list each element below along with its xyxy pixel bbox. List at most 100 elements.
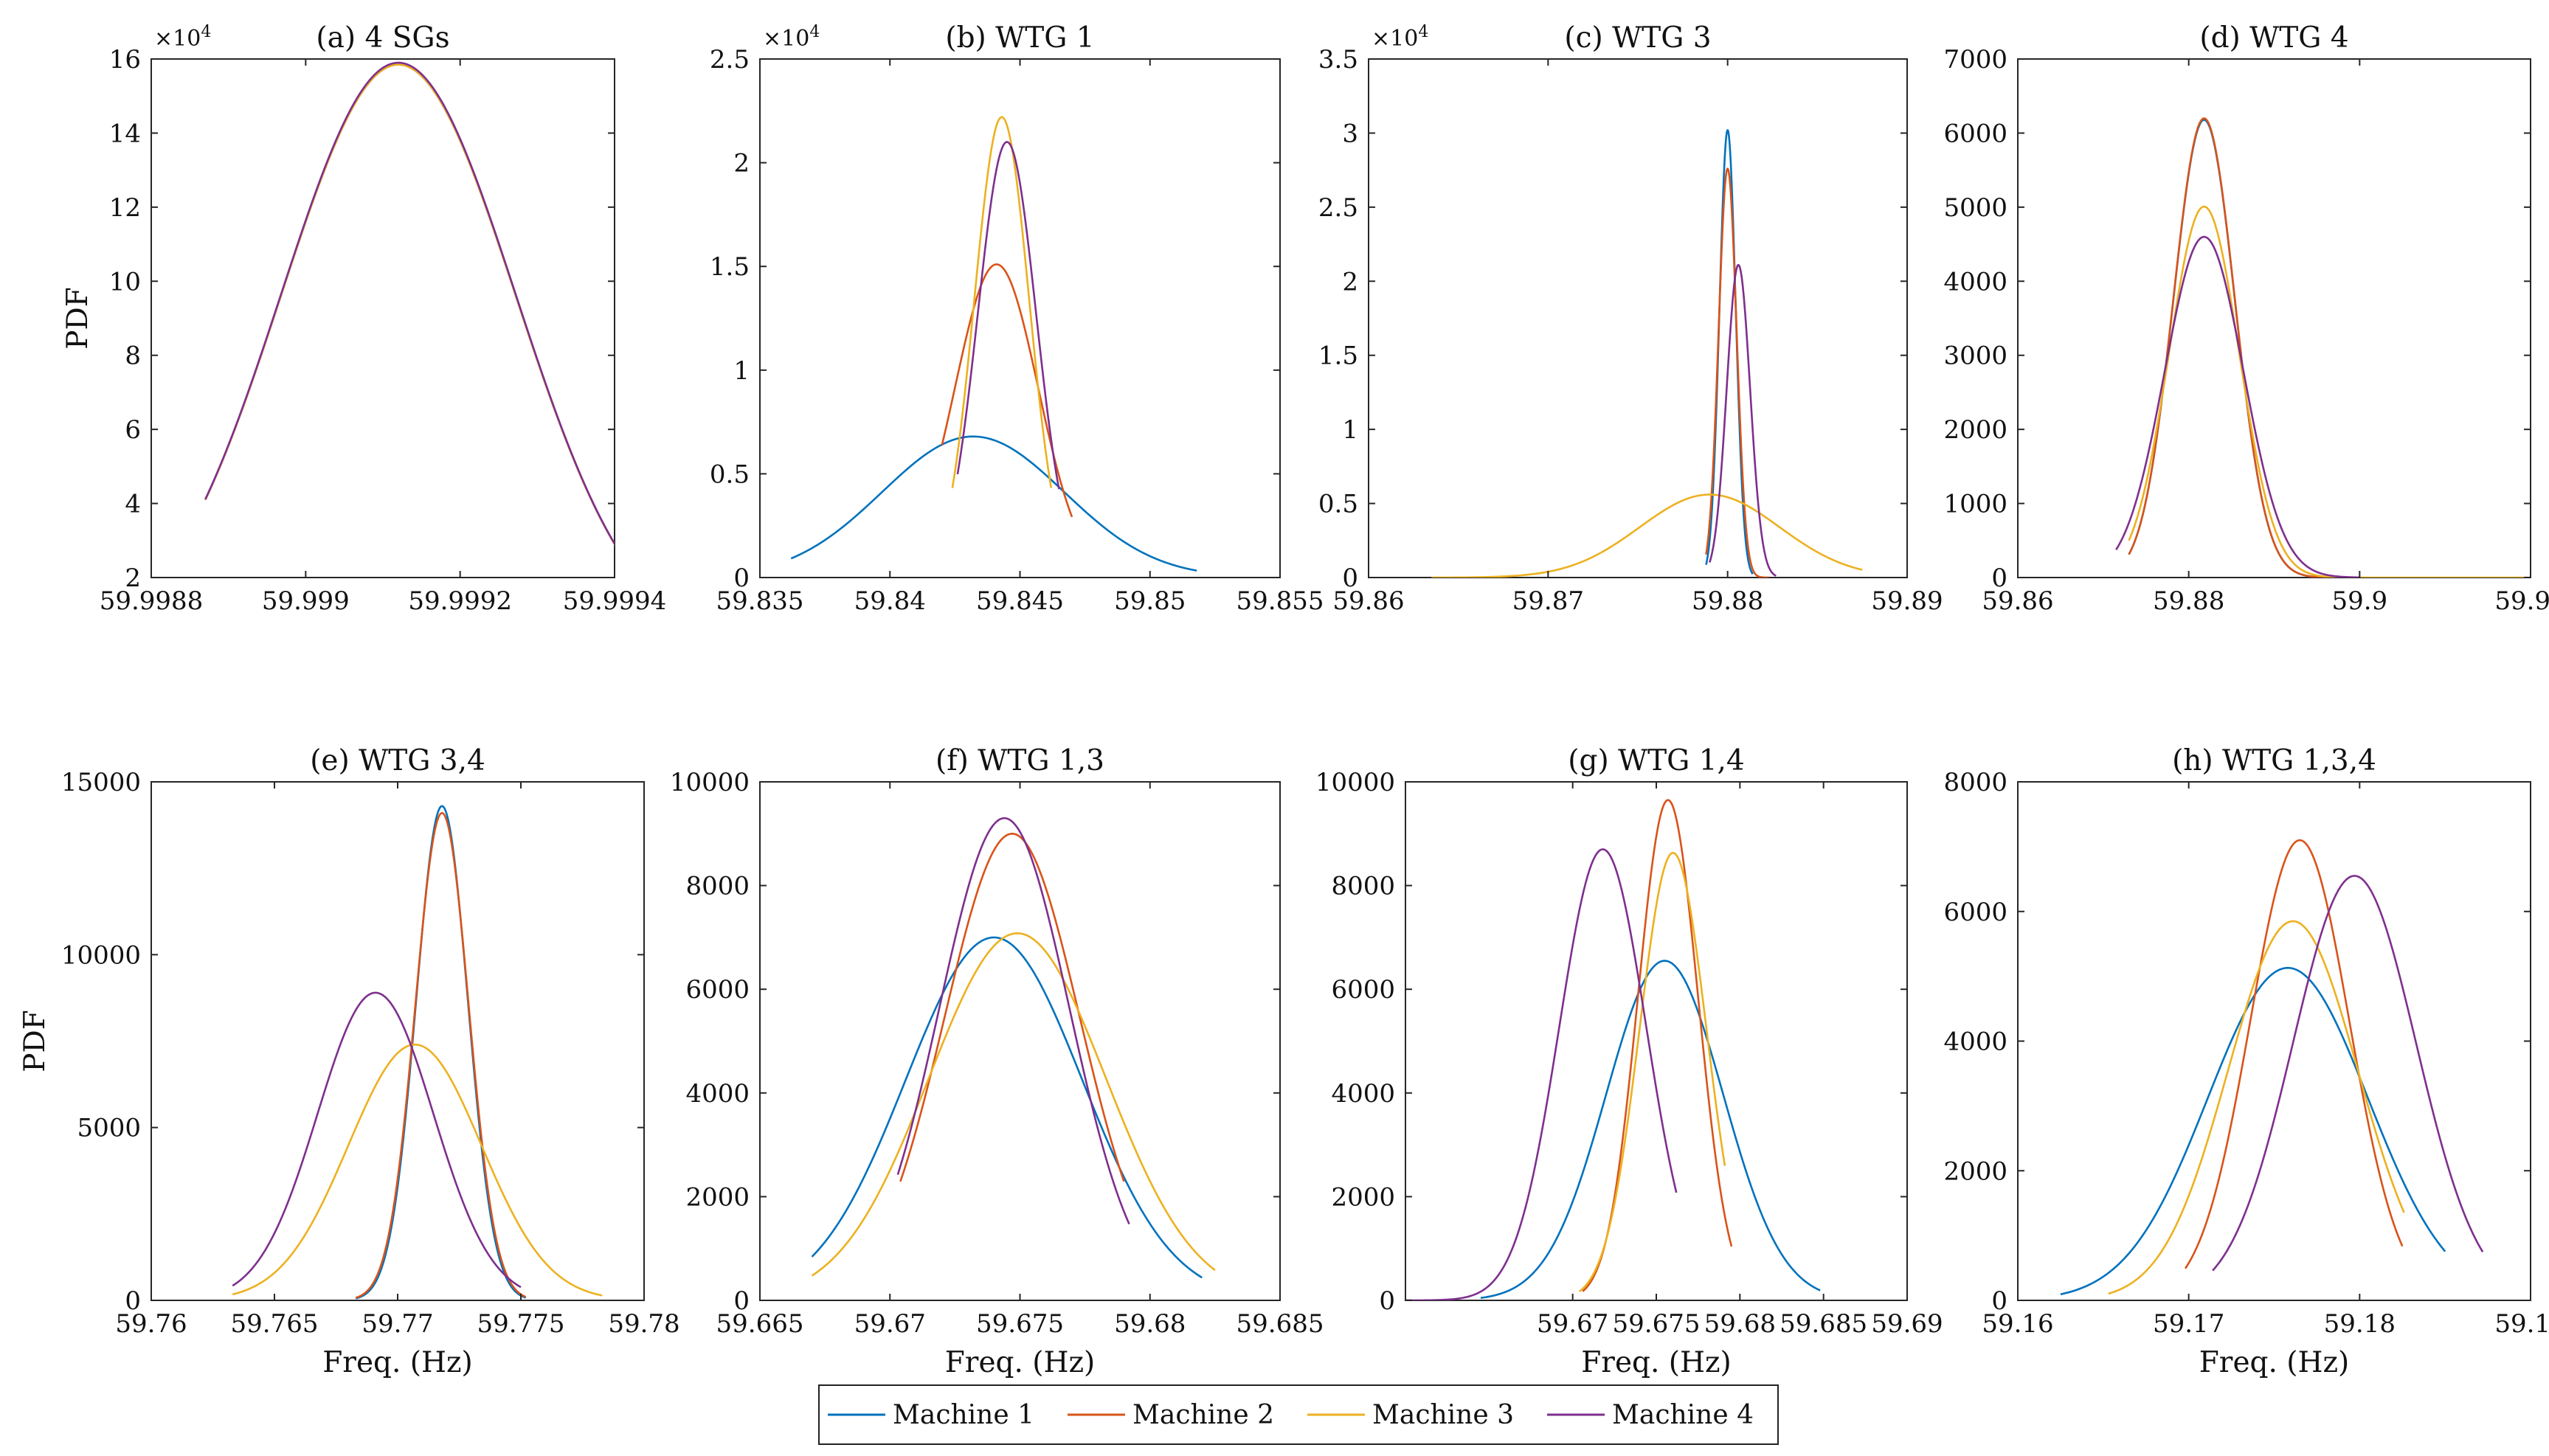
series-machine-2 — [1705, 167, 1770, 578]
legend-box — [818, 1384, 1779, 1445]
y-tick-label: 14 — [109, 119, 141, 148]
y-tick-label: 0 — [1342, 564, 1358, 593]
y-tick-label: 0.5 — [1318, 490, 1358, 519]
x-tick-label: 59.67 — [1537, 1309, 1608, 1339]
x-tick-label: 59.68 — [1704, 1309, 1776, 1339]
series-machine-3 — [2108, 920, 2405, 1295]
series-machine-1 — [1705, 129, 1754, 575]
series-machine-3 — [1431, 493, 1863, 578]
y-tick-label: 10000 — [61, 940, 141, 970]
y-axis-label: PDF — [18, 1010, 52, 1072]
x-tick-label: 59.9 — [2331, 586, 2387, 616]
plot-frame — [1405, 781, 1908, 1301]
y-tick-label: 4000 — [685, 1079, 750, 1109]
y-tick-label: 0.5 — [710, 460, 750, 489]
y-tick-label: 6000 — [685, 975, 750, 1005]
y-tick-label: 7000 — [1943, 45, 2007, 74]
series-machine-3 — [1578, 852, 1726, 1292]
plot-frame — [1368, 58, 1908, 578]
axis-multiplier: ×104 — [154, 23, 211, 52]
x-tick-label: 59.685 — [1237, 1309, 1324, 1339]
y-tick-label: 2000 — [1943, 415, 2007, 445]
plot-frame — [2017, 58, 2531, 578]
x-tick-label: 59.88 — [2153, 586, 2224, 616]
panel-title: (d) WTG 4 — [2199, 21, 2348, 55]
series-machine-4 — [1405, 848, 1678, 1300]
x-axis-label: Freq. (Hz) — [1581, 1346, 1732, 1379]
x-tick-label: 59.9992 — [408, 586, 512, 616]
series-group — [1405, 799, 1821, 1300]
series-group — [1431, 129, 1863, 578]
y-tick-label: 1.5 — [1318, 342, 1358, 371]
x-tick-label: 59.775 — [477, 1309, 565, 1339]
y-tick-label: 2000 — [1943, 1157, 2007, 1186]
series-machine-2 — [2128, 117, 2360, 578]
x-tick-label: 59.86 — [1332, 586, 1404, 616]
series-group — [2060, 839, 2484, 1296]
legend-entry-machine-2: Machine 2 — [1068, 1400, 1274, 1430]
series-machine-4 — [1709, 263, 1777, 577]
x-tick-label: 59.92 — [2494, 586, 2549, 616]
legend-label-machine-4: Machine 4 — [1612, 1400, 1754, 1430]
x-axis-label: Freq. (Hz) — [322, 1346, 473, 1379]
series-machine-1 — [790, 435, 1197, 572]
x-tick-label: 59.67 — [854, 1309, 926, 1339]
y-tick-label: 0 — [1991, 564, 2007, 593]
series-machine-3 — [811, 932, 1216, 1277]
series-machine-1 — [204, 63, 615, 547]
series-machine-2 — [899, 833, 1125, 1182]
plot-frame — [151, 58, 615, 578]
x-tick-label: 59.9988 — [100, 586, 204, 616]
panel-title: (a) 4 SGs — [316, 21, 449, 55]
x-tick-label: 59.89 — [1871, 586, 1943, 616]
x-tick-label: 59.845 — [976, 586, 1064, 616]
panel-g-wtg-1-4: 59.67 59.675 59.68 59.685 59.69 0 2000 4000 6000… — [1315, 744, 1943, 1379]
y-tick-label: 0 — [125, 1286, 141, 1316]
legend-entry-machine-3: Machine 3 — [1307, 1400, 1514, 1430]
x-tick-label: 59.88 — [1692, 586, 1763, 616]
x-tick-label: 59.17 — [2153, 1309, 2224, 1339]
y-tick-label: 6 — [125, 415, 141, 445]
series-group — [232, 805, 603, 1300]
plot-frame — [759, 58, 1281, 578]
y-tick-label: 0 — [733, 1286, 750, 1316]
panel-b-wtg-1: 59.835 59.84 59.845 59.85 59.855 0 0.5 1 1.5 2 2.5… — [710, 21, 1324, 616]
y-tick-label: 6000 — [1943, 119, 2007, 148]
x-tick-label: 59.855 — [1237, 586, 1324, 616]
series-machine-1 — [2060, 966, 2446, 1296]
x-tick-label: 59.18 — [2324, 1309, 2396, 1339]
y-tick-label: 5000 — [77, 1114, 141, 1143]
x-tick-label: 59.78 — [608, 1309, 679, 1339]
x-tick-label: 59.9994 — [563, 586, 667, 616]
series-machine-1 — [355, 805, 527, 1300]
series-machine-1 — [2128, 119, 2360, 578]
y-tick-label: 10000 — [670, 768, 750, 797]
series-machine-3 — [232, 1043, 603, 1297]
y-tick-label: 4000 — [1943, 267, 2007, 297]
series-machine-3 — [2128, 205, 2531, 578]
series-machine-4 — [232, 991, 522, 1289]
axis-multiplier: ×104 — [763, 23, 820, 52]
y-tick-label: 0 — [733, 564, 750, 593]
panel-title: (b) WTG 1 — [945, 21, 1094, 55]
y-axis-label: PDF — [61, 287, 94, 350]
x-tick-label: 59.76 — [115, 1309, 187, 1339]
x-tick-label: 59.77 — [362, 1309, 433, 1339]
panel-f-wtg-1-3: 59.665 59.67 59.675 59.68 59.685 0 2000 4000 600… — [670, 744, 1324, 1379]
x-axis-label: Freq. (Hz) — [2199, 1346, 2350, 1379]
y-tick-label: 6000 — [1331, 975, 1395, 1005]
y-tick-label: 1 — [1342, 415, 1358, 445]
y-tick-label: 0 — [1379, 1286, 1395, 1316]
x-tick-label: 59.685 — [1780, 1309, 1867, 1339]
axis-multiplier: ×104 — [1372, 23, 1428, 52]
x-tick-label: 59.86 — [1982, 586, 2053, 616]
series-machine-4 — [204, 61, 615, 546]
legend-entry-machine-4: Machine 4 — [1547, 1400, 1754, 1430]
y-tick-label: 3.5 — [1318, 45, 1358, 74]
y-tick-label: 2.5 — [710, 45, 750, 74]
y-tick-label: 8 — [125, 342, 141, 371]
series-group — [204, 61, 615, 547]
plot-frame — [151, 781, 645, 1301]
x-tick-label: 59.87 — [1512, 586, 1584, 616]
